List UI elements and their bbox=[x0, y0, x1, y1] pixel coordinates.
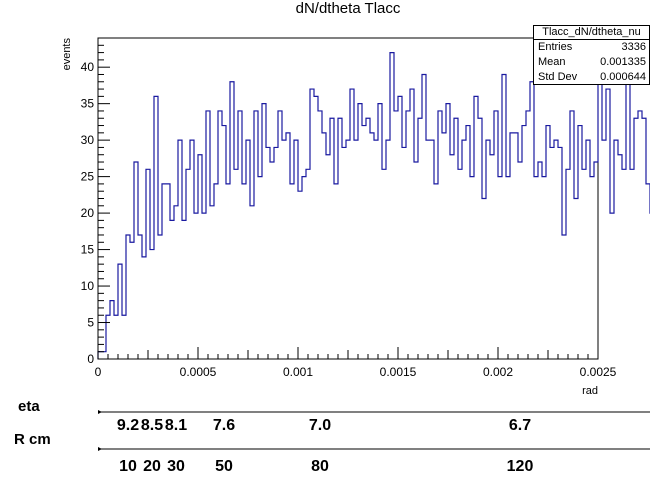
y-tick-label: 40 bbox=[81, 60, 95, 74]
y-tick-label: 0 bbox=[87, 352, 94, 366]
histogram-line bbox=[97, 51, 650, 359]
y-tick-label: 10 bbox=[81, 279, 95, 293]
y-tick-label: 30 bbox=[81, 133, 95, 147]
eta-scale-arrow bbox=[98, 410, 102, 414]
y-axis-label: events bbox=[61, 38, 73, 71]
y-tick-label: 15 bbox=[81, 243, 95, 257]
stats-box: Tlacc_dN/dtheta_nu Entries 3336 Mean 0.0… bbox=[533, 25, 650, 85]
x-tick-label: 0.0025 bbox=[580, 365, 617, 379]
r-label: R cm bbox=[14, 431, 51, 448]
eta-label: eta bbox=[18, 398, 40, 415]
y-axis-ticks: 0 5 10 15 20 25 30 35 40 bbox=[81, 44, 110, 366]
stats-stddev-row: Std Dev 0.000644 bbox=[534, 70, 649, 85]
x-tick-label: 0.002 bbox=[483, 365, 513, 379]
stats-mean-row: Mean 0.001335 bbox=[534, 55, 649, 70]
x-tick-label: 0 bbox=[95, 365, 102, 379]
r-scale-arrow bbox=[98, 447, 102, 451]
eta-value: 7.0 bbox=[308, 417, 332, 434]
y-tick-label: 5 bbox=[87, 316, 94, 330]
stats-mean-label: Mean bbox=[538, 56, 566, 68]
stats-entries-row: Entries 3336 bbox=[534, 40, 649, 55]
y-tick-label: 25 bbox=[81, 170, 95, 184]
eta-value: 8.1 bbox=[164, 417, 188, 434]
x-tick-label: 0.0015 bbox=[380, 365, 417, 379]
stats-entries-label: Entries bbox=[538, 41, 573, 53]
stats-name: Tlacc_dN/dtheta_nu bbox=[534, 26, 649, 40]
y-tick-label: 35 bbox=[81, 97, 95, 111]
eta-value: 8.5 bbox=[140, 417, 164, 434]
x-axis-ticks: 0 0.0005 0.001 0.0015 0.002 0.0025 bbox=[95, 347, 617, 379]
stats-mean-value: 0.001335 bbox=[600, 56, 646, 68]
eta-value: 7.6 bbox=[212, 417, 236, 434]
x-axis-label: rad bbox=[582, 385, 598, 397]
r-value: 30 bbox=[167, 458, 185, 475]
plot-frame bbox=[97, 37, 599, 360]
stats-entries-value: 3336 bbox=[621, 41, 646, 53]
r-value: 10 bbox=[119, 458, 137, 475]
stats-stddev-value: 0.000644 bbox=[600, 71, 646, 83]
eta-value: 6.7 bbox=[508, 417, 532, 434]
eta-value: 9.2 bbox=[116, 417, 140, 434]
x-tick-label: 0.0005 bbox=[180, 365, 217, 379]
r-value: 80 bbox=[311, 458, 329, 475]
r-value: 50 bbox=[215, 458, 233, 475]
y-tick-label: 20 bbox=[81, 206, 95, 220]
x-tick-label: 0.001 bbox=[283, 365, 313, 379]
r-value: 120 bbox=[506, 458, 534, 475]
r-value: 20 bbox=[143, 458, 161, 475]
stats-stddev-label: Std Dev bbox=[538, 71, 578, 83]
chart-title: dN/dtheta Tlacc bbox=[296, 0, 401, 17]
